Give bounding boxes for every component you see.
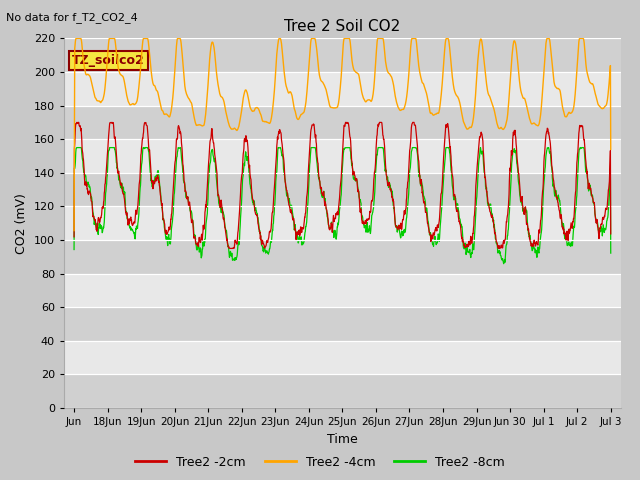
Title: Tree 2 Soil CO2: Tree 2 Soil CO2	[284, 20, 401, 35]
Bar	[64, 374, 621, 408]
Bar	[64, 240, 621, 274]
Bar	[64, 139, 621, 173]
Bar	[64, 38, 621, 72]
Bar	[64, 341, 621, 374]
Y-axis label: CO2 (mV): CO2 (mV)	[15, 193, 28, 253]
Bar	[64, 307, 621, 341]
X-axis label: Time: Time	[327, 432, 358, 445]
Text: No data for f_T2_CO2_4: No data for f_T2_CO2_4	[6, 12, 138, 23]
Bar	[64, 106, 621, 139]
Bar	[64, 206, 621, 240]
Bar	[64, 274, 621, 307]
Text: TZ_soilco2: TZ_soilco2	[72, 54, 145, 67]
Bar	[64, 72, 621, 106]
Bar	[64, 173, 621, 206]
Legend: Tree2 -2cm, Tree2 -4cm, Tree2 -8cm: Tree2 -2cm, Tree2 -4cm, Tree2 -8cm	[130, 451, 510, 474]
